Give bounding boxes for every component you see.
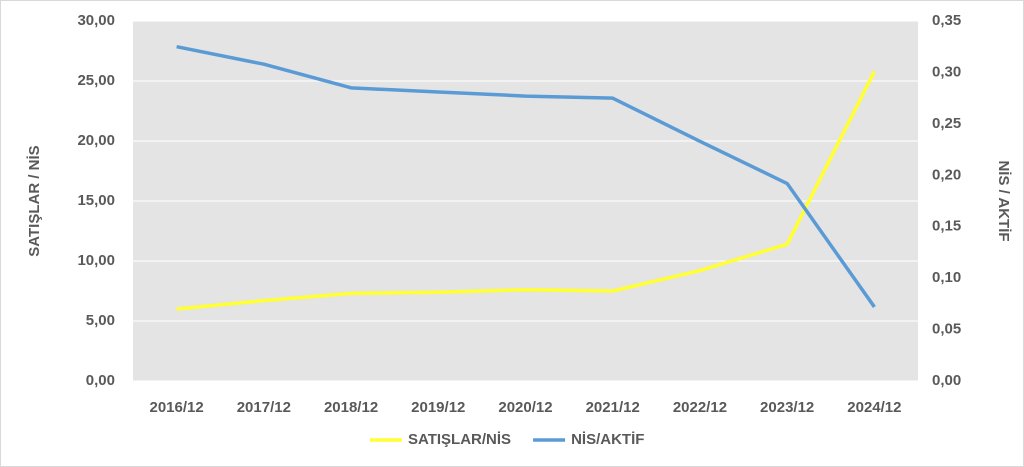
- y-tick-label: 25,00: [77, 72, 115, 89]
- x-tick-label: 2021/12: [586, 399, 640, 416]
- y-tick-label: 20,00: [77, 132, 115, 149]
- x-tick-label: 2023/12: [760, 399, 814, 416]
- y2-tick-label: 0,00: [932, 372, 961, 389]
- y2-tick-label: 0,15: [932, 218, 961, 235]
- y2-tick-label: 0,05: [932, 321, 961, 338]
- x-tick-label: 2016/12: [149, 399, 203, 416]
- series-line: [176, 44, 876, 308]
- y2-tick-label: 0,35: [932, 12, 961, 29]
- y2-tick-label: 0,20: [932, 166, 961, 183]
- y-tick-label: 30,00: [77, 12, 115, 29]
- series-line: [176, 70, 876, 311]
- y-tick-label: 0,00: [86, 372, 115, 389]
- x-tick-label: 2018/12: [324, 399, 378, 416]
- y2-axis-title: NİS / AKTİF: [995, 160, 1012, 241]
- x-tick-label: 2022/12: [673, 399, 727, 416]
- y-tick-label: 10,00: [77, 252, 115, 269]
- y-axis-title: SATIŞLAR / NİS: [26, 145, 43, 256]
- x-tick-label: 2017/12: [237, 399, 291, 416]
- x-tick-label: 2020/12: [498, 399, 552, 416]
- y2-tick-label: 0,25: [932, 115, 961, 132]
- legend-label: NİS/AKTİF: [571, 431, 644, 448]
- legend-label: SATIŞLAR/NİS: [408, 431, 511, 448]
- y-tick-label: 5,00: [86, 312, 115, 329]
- y2-tick-label: 0,10: [932, 269, 961, 286]
- y2-tick-label: 0,30: [932, 63, 961, 80]
- x-tick-label: 2019/12: [411, 399, 465, 416]
- x-tick-label: 2024/12: [847, 399, 901, 416]
- y-tick-label: 15,00: [77, 192, 115, 209]
